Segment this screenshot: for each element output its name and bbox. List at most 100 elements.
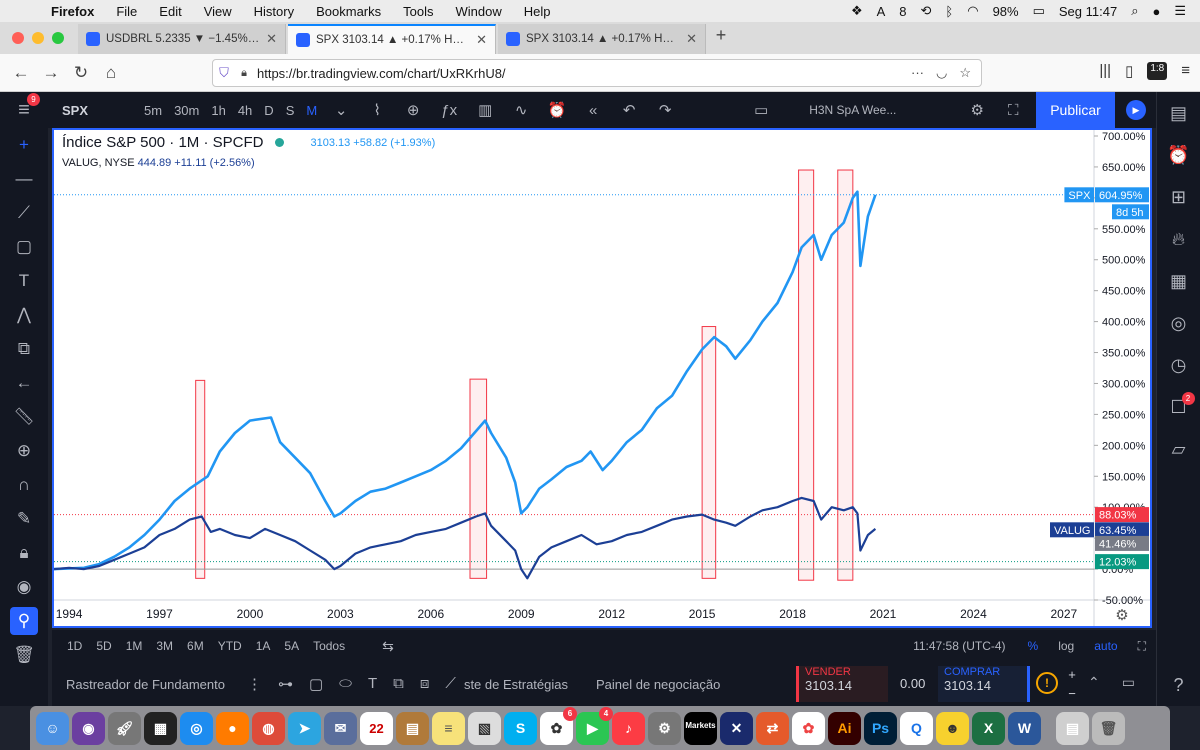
facetime-icon[interactable]: ▶ 4 [576,706,613,745]
notification-center-icon[interactable]: ☰ [1174,3,1186,18]
menu-view[interactable]: View [203,3,232,19]
text-icon[interactable]: T [367,675,378,692]
firefox-icon[interactable]: ● [216,711,249,745]
home-button[interactable]: ⌂ [105,62,117,82]
zoom-window-button[interactable] [52,32,64,44]
expand-icon[interactable]: ⛶ [1137,638,1146,653]
data-window-icon[interactable]: ⊞ [1170,187,1187,207]
skype-icon[interactable]: S [504,711,537,745]
pattern-tool-icon[interactable]: ⋀ [17,305,31,324]
fullscreen-icon[interactable]: ⛶ [1007,101,1019,119]
notebook-icon[interactable]: ▤ [396,711,429,745]
warning-icon[interactable]: ! [1036,672,1058,694]
vpn-x-icon[interactable]: ✕ [720,711,753,745]
alert-icon[interactable]: ⏰ [547,102,567,119]
watchlist-icon[interactable]: ▤ [1169,103,1187,123]
rectangle-tool-icon[interactable]: ▢ [15,237,33,256]
calendar-icon[interactable]: 22 [360,711,393,745]
illustrator-icon[interactable]: Ai [828,711,861,745]
safari-icon[interactable]: ◎ [180,711,213,745]
sidebar-icon[interactable]: ▯ [1125,63,1134,80]
trash-icon[interactable]: 🗑︎ [1092,711,1125,745]
prediction-tool-icon[interactable]: ⧉ [17,339,31,358]
text-tool-icon[interactable]: T [18,271,30,290]
sell-button[interactable]: VENDER 3103.14 [796,666,888,702]
menu-help[interactable]: Help [523,3,551,19]
adobe-icon[interactable]: A [876,3,886,19]
zoom-badge[interactable]: 1:8 [1147,62,1168,80]
collapse-panel-icon[interactable]: ⌃ [1088,674,1100,690]
mission-control-icon[interactable]: ▦ [144,711,177,745]
chats-icon[interactable]: ☐ 2 [1157,386,1200,428]
tab-trading-panel[interactable]: Painel de negociação [596,676,721,692]
layout-icon[interactable]: ▭ [754,102,769,119]
music-icon[interactable]: ♪ [612,711,645,745]
range-1a[interactable]: 1A [255,639,271,653]
menu-history[interactable]: History [253,3,295,19]
chart-svg[interactable]: 700.00%650.00%600.00%550.00%500.00%450.0… [54,130,1150,626]
timeframe-30m[interactable]: 30m [174,102,200,118]
remote-desktop-icon[interactable]: ⇄ [756,711,789,745]
undo-icon[interactable]: ↶ [622,102,636,119]
financials-icon[interactable]: ∿ [514,102,528,119]
drag-handle-icon[interactable]: ⋮ [246,676,262,693]
tab-strategy-tester[interactable]: ste de Estratégias [463,676,568,692]
launchpad-rocket-icon[interactable]: 🚀︎ [108,711,141,745]
photoshop-icon[interactable]: Ps [864,711,897,745]
menu-tools[interactable]: Tools [403,3,434,19]
url-text[interactable]: https://br.tradingview.com/chart/UxRKrhU… [257,65,506,81]
chrome-icon[interactable]: ◍ [252,711,285,745]
tab-spx-active[interactable]: SPX 3103.14 ▲ +0.17% H3N Sp ✕ [288,24,496,54]
menu-file[interactable]: File [116,3,138,19]
trash-icon[interactable]: 🗑︎ [13,645,35,664]
documents-stack-icon[interactable]: ▤ [1056,711,1089,745]
timeframe-d[interactable]: D [264,102,274,118]
fib-tool-icon[interactable]: ⟋ [18,203,30,222]
clock[interactable]: Seg 11:47 [1058,3,1118,19]
menu-app-name[interactable]: Firefox [51,3,95,19]
ideas-icon[interactable]: ◎ [1170,313,1187,333]
range-6m[interactable]: 6M [187,639,204,653]
tab-usdbrl[interactable]: USDBRL 5.2335 ▼ −1.45% H3N ✕ [78,24,286,54]
percent-scale-toggle[interactable]: % [1027,639,1039,653]
buy-button[interactable]: COMPRAR 3103.14 [938,666,1030,702]
range-1m[interactable]: 1M [125,639,143,653]
replay-icon[interactable]: « [589,101,598,119]
clock-readout[interactable]: 11:47:58 (UTC-4) [913,639,1006,653]
help-icon[interactable]: ? [1173,675,1184,695]
mail-stamp-icon[interactable]: ✉ [324,711,357,745]
pocket-icon[interactable]: ◡ [936,65,948,80]
legend-title[interactable]: Índice S&P 500 · 1M · SPCFD [62,134,264,151]
browser-menu-icon[interactable]: ≡ [1181,62,1190,79]
trend-line-icon[interactable]: — [15,169,33,188]
go-to-date-icon[interactable]: ⇆ [382,637,394,654]
range-all[interactable]: Todos [313,639,346,653]
settings-gear-icon[interactable]: ⚙ [970,102,984,119]
zoom-in-icon[interactable]: ⊕ [16,441,32,460]
time-machine-icon[interactable]: ⟲ [920,3,932,18]
draw-mode-icon[interactable]: ✎ [16,509,32,528]
excel-icon[interactable]: X [972,711,1005,745]
auto-scale-toggle[interactable]: auto [1094,639,1118,653]
dropbox-icon[interactable]: ❖ [850,3,863,18]
measure-icon[interactable]: 📏︎ [13,407,35,426]
legend-valug-name[interactable]: VALUG, NYSE [62,157,135,169]
battery-percent[interactable]: 98% [992,3,1019,19]
lock-drawings-icon[interactable]: 🔒︎ [19,543,29,562]
url-bar[interactable]: ⛉ 🔒︎ https://br.tradingview.com/chart/Ux… [212,59,982,87]
horizontal-line-icon[interactable]: ⊶ [277,676,293,693]
tracking-shield-icon[interactable]: ⛉ [219,65,229,80]
spotlight-icon[interactable]: ⌕ [1131,3,1139,18]
menu-window[interactable]: Window [455,3,502,19]
layout-name[interactable]: H3N SpA Wee... [809,103,897,117]
visibility-icon[interactable]: ◉ [16,577,32,596]
templates-icon[interactable]: ▥ [478,102,493,119]
close-tab-icon[interactable]: ✕ [686,31,697,46]
close-tab-icon[interactable]: ✕ [476,32,487,47]
magnet-icon[interactable]: ∩ [17,475,31,494]
minimize-window-button[interactable] [32,32,44,44]
range-ytd[interactable]: YTD [217,639,242,653]
symbol-search[interactable]: SPX [62,102,89,118]
battery-icon[interactable]: ▭ [1032,3,1045,18]
close-window-button[interactable] [12,32,24,44]
